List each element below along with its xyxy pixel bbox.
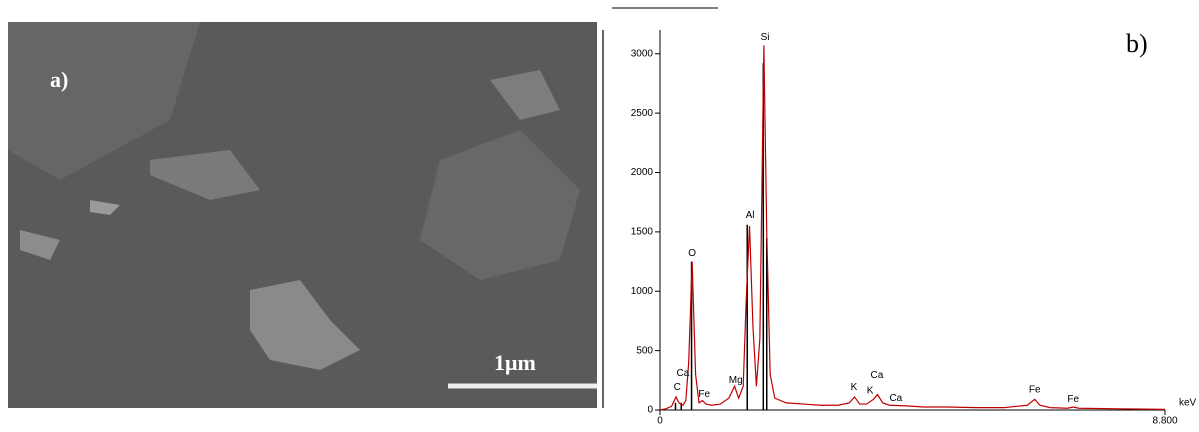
peak-label: Al bbox=[746, 210, 755, 221]
peak-label: K bbox=[851, 382, 858, 393]
panel-label: b) bbox=[1126, 29, 1148, 58]
sem-image: a) 1μm bbox=[8, 22, 597, 408]
peak-label: C bbox=[674, 382, 681, 393]
peak-label: Fe bbox=[698, 389, 710, 400]
sem-region bbox=[490, 70, 560, 120]
x-axis-label: keV bbox=[1179, 398, 1197, 409]
peak-label: Ca bbox=[889, 393, 902, 404]
peak-label: O bbox=[688, 248, 696, 259]
sem-region bbox=[20, 230, 60, 260]
sem-region bbox=[420, 130, 580, 280]
y-tick-label: 2000 bbox=[631, 167, 654, 178]
x-tick-label: 0 bbox=[657, 416, 663, 427]
sem-region bbox=[90, 200, 120, 215]
y-tick-label: 500 bbox=[636, 345, 653, 356]
y-tick-label: 1000 bbox=[631, 286, 654, 297]
scale-bar-label: 1μm bbox=[494, 350, 536, 375]
peak-label: Mg bbox=[729, 375, 743, 386]
y-tick-label: 0 bbox=[647, 405, 653, 416]
sem-region bbox=[150, 150, 260, 200]
peak-label: Ca bbox=[677, 368, 690, 379]
peak-label: K bbox=[867, 386, 874, 397]
peak-label: Fe bbox=[1067, 394, 1079, 405]
spectrum-line bbox=[659, 45, 1166, 411]
panel-label: a) bbox=[50, 67, 68, 92]
peak-label: Fe bbox=[1029, 384, 1041, 395]
peak-label: Si bbox=[761, 32, 770, 43]
peak-label: Ca bbox=[871, 370, 884, 381]
sem-region bbox=[250, 280, 360, 370]
y-tick-label: 2500 bbox=[631, 108, 654, 119]
x-tick-label: 8.800 bbox=[1152, 416, 1177, 427]
y-tick-label: 3000 bbox=[631, 48, 654, 59]
sem-region bbox=[8, 22, 200, 180]
y-tick-label: 1500 bbox=[631, 227, 654, 238]
